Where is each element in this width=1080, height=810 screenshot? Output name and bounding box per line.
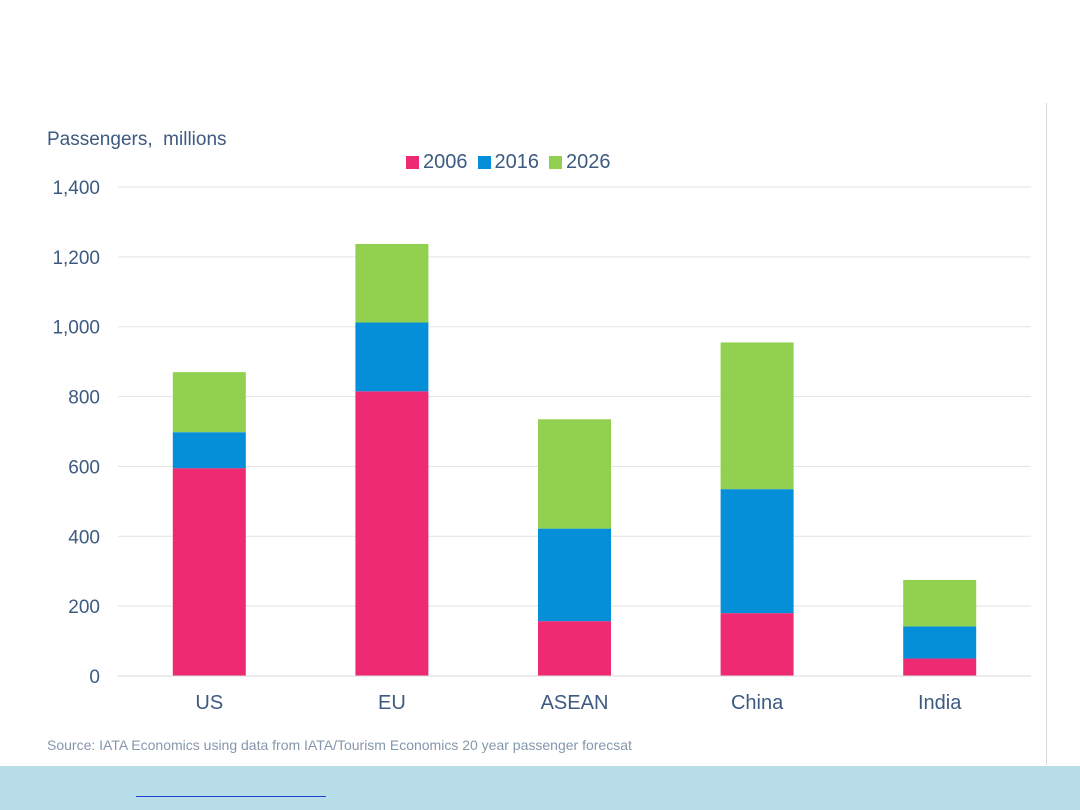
bar-asean-2016 [538, 528, 611, 622]
legend-swatch-2026 [549, 155, 562, 169]
footer-link[interactable] [136, 796, 326, 797]
chart-legend: 2006 2016 2026 [406, 150, 611, 174]
bar-china-2016 [720, 489, 794, 614]
x-tick-label: China [731, 692, 784, 714]
legend-label-2006: 2006 [423, 150, 468, 173]
legend-swatch-2006 [406, 155, 419, 169]
footer-bar [0, 766, 1080, 810]
bar-asean-2006 [538, 621, 611, 676]
bar-india-2026 [903, 579, 977, 627]
bars [172, 243, 977, 676]
source-note: Source: IATA Economics using data from I… [47, 737, 632, 753]
bar-china-2026 [720, 342, 794, 490]
bar-eu-2016 [355, 322, 429, 392]
y-axis-label: Passengers, millions [47, 129, 227, 150]
y-tick-label: 1,200 [52, 248, 100, 269]
bar-india-2006 [903, 658, 977, 676]
bar-china-2006 [720, 613, 794, 676]
x-tick-label: US [195, 692, 223, 714]
legend-item-2006: 2006 [406, 151, 468, 174]
bar-asean-2026 [538, 419, 611, 529]
slide-right-border [1046, 103, 1047, 765]
bar-india-2016 [903, 626, 977, 659]
legend-label-2026: 2026 [566, 150, 611, 173]
bar-us-2026 [172, 372, 246, 433]
axes: 0 200 400 600 800 1,000 1,200 1,400 US EU ASEAN Chi… [52, 178, 1031, 714]
y-tick-label: 800 [68, 388, 100, 409]
legend-item-2026: 2026 [549, 151, 611, 174]
x-tick-label: ASEAN [541, 692, 609, 714]
bar-eu-2006 [355, 391, 429, 676]
y-tick-label: 1,400 [52, 178, 100, 199]
y-tick-label: 1,000 [52, 318, 100, 339]
legend-item-2016: 2016 [477, 150, 540, 174]
y-tick-label: 400 [68, 527, 100, 548]
bar-us-2006 [172, 468, 246, 676]
legend-label-2016: 2016 [494, 150, 540, 173]
legend-swatch-2016 [477, 155, 491, 169]
y-tick-label: 200 [68, 597, 100, 618]
x-tick-label: EU [378, 692, 406, 714]
y-tick-label: 600 [68, 457, 100, 478]
bar-eu-2026 [355, 243, 429, 323]
bar-us-2016 [172, 432, 246, 469]
x-tick-label: India [918, 692, 962, 714]
y-tick-label: 0 [89, 667, 100, 688]
